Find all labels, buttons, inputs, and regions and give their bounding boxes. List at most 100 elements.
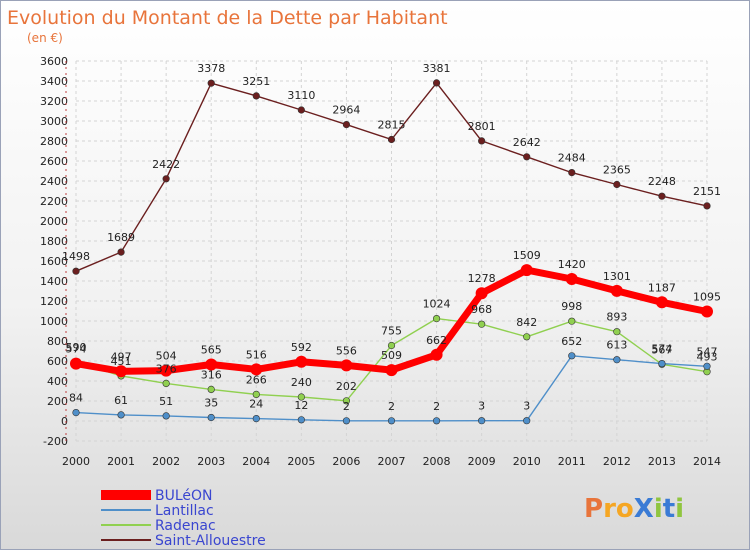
x-tick-label: 2014 bbox=[693, 455, 721, 468]
legend-label: Saint-Allouestre bbox=[155, 533, 266, 549]
legend-label: Lantillac bbox=[155, 503, 214, 519]
data-label: 3381 bbox=[423, 62, 451, 75]
brand-logo: ProXiti bbox=[584, 494, 684, 524]
data-point bbox=[252, 390, 260, 399]
data-point bbox=[72, 267, 80, 275]
data-point bbox=[565, 273, 578, 285]
data-point bbox=[655, 296, 668, 309]
data-label: 240 bbox=[291, 376, 312, 389]
data-point bbox=[701, 305, 713, 318]
y-tick-label: 0 bbox=[61, 415, 68, 428]
x-tick-label: 2013 bbox=[648, 455, 676, 468]
data-point bbox=[478, 417, 486, 425]
data-label: 592 bbox=[291, 341, 312, 354]
data-point bbox=[658, 360, 666, 368]
axes: -200 0 200 400 600 800 1000 1200 1400 1600 1800 200… bbox=[40, 55, 721, 468]
x-tick-label: 2012 bbox=[603, 455, 631, 468]
data-label: 493 bbox=[697, 351, 718, 364]
y-tick-label: 3200 bbox=[40, 95, 68, 108]
x-tick-label: 2011 bbox=[558, 455, 586, 468]
data-label: 556 bbox=[336, 344, 357, 357]
data-point bbox=[385, 364, 398, 377]
y-tick-label: 3600 bbox=[40, 55, 68, 68]
data-point bbox=[387, 417, 396, 425]
data-label: 516 bbox=[246, 348, 267, 361]
y-tick-label: 2400 bbox=[40, 175, 68, 188]
data-label: 1187 bbox=[648, 281, 676, 294]
data-label: 3251 bbox=[242, 75, 270, 88]
data-point bbox=[523, 417, 531, 425]
legend-label: Radenac bbox=[155, 518, 216, 534]
data-label: 998 bbox=[561, 300, 582, 313]
data-label: 1278 bbox=[468, 272, 496, 285]
data-point bbox=[568, 352, 576, 360]
data-label: 451 bbox=[111, 355, 132, 368]
data-point bbox=[117, 411, 125, 419]
data-label: 652 bbox=[561, 335, 582, 348]
data-point bbox=[252, 92, 260, 100]
data-point bbox=[342, 417, 351, 425]
data-point bbox=[387, 341, 396, 350]
data-label: 3110 bbox=[287, 89, 315, 102]
data-label: 2 bbox=[388, 400, 395, 413]
data-label: 2642 bbox=[513, 136, 541, 149]
y-tick-label: 1600 bbox=[40, 255, 68, 268]
x-tick-label: 2010 bbox=[513, 455, 541, 468]
y-tick-label: 2000 bbox=[40, 215, 68, 228]
y-tick-label: 2600 bbox=[40, 155, 68, 168]
data-point bbox=[387, 135, 396, 144]
data-point bbox=[162, 412, 170, 420]
data-label: 2422 bbox=[152, 158, 180, 171]
data-label: 2964 bbox=[332, 104, 360, 117]
data-point bbox=[475, 287, 488, 300]
x-tick-label: 2005 bbox=[287, 455, 315, 468]
data-point bbox=[613, 328, 621, 336]
data-point bbox=[432, 79, 441, 87]
data-label: 266 bbox=[246, 373, 267, 386]
y-tick-label: 3000 bbox=[40, 115, 68, 128]
data-point bbox=[520, 264, 533, 277]
data-point bbox=[568, 317, 576, 325]
data-label: 1301 bbox=[603, 270, 631, 283]
data-point bbox=[297, 106, 305, 114]
data-label: 2815 bbox=[378, 119, 406, 132]
data-point bbox=[430, 348, 443, 361]
data-label: 61 bbox=[114, 394, 128, 407]
data-label: 3 bbox=[478, 400, 485, 413]
data-label: 1024 bbox=[423, 298, 451, 311]
data-point bbox=[478, 137, 486, 145]
x-tick-label: 2000 bbox=[62, 455, 90, 468]
y-tick-label: 600 bbox=[47, 355, 68, 368]
brand-text: ProXiti bbox=[584, 494, 684, 524]
data-point bbox=[162, 379, 170, 388]
data-point bbox=[115, 365, 128, 378]
data-label: 2 bbox=[343, 400, 350, 413]
data-point bbox=[613, 356, 621, 364]
data-point bbox=[117, 248, 125, 256]
data-label: 547 bbox=[697, 345, 718, 358]
data-label: 376 bbox=[156, 362, 177, 375]
data-point bbox=[703, 202, 711, 210]
x-tick-label: 2007 bbox=[378, 455, 406, 468]
x-tick-label: 2009 bbox=[468, 455, 496, 468]
y-tick-label: 1400 bbox=[40, 275, 68, 288]
data-label: 3378 bbox=[197, 62, 225, 75]
x-tick-label: 2006 bbox=[332, 455, 360, 468]
data-label: 1689 bbox=[107, 231, 135, 244]
data-label: 574 bbox=[651, 343, 672, 356]
x-tick-label: 2001 bbox=[107, 455, 135, 468]
data-label: 565 bbox=[201, 344, 222, 357]
data-point bbox=[568, 169, 576, 177]
y-tick-label: 200 bbox=[47, 395, 68, 408]
y-tick-label: 1800 bbox=[40, 235, 68, 248]
data-point bbox=[613, 180, 621, 189]
data-label: 2801 bbox=[468, 120, 496, 133]
data-label: 2484 bbox=[558, 152, 586, 165]
data-point bbox=[252, 415, 260, 423]
x-tick-label: 2002 bbox=[152, 455, 180, 468]
data-label: 3 bbox=[523, 400, 530, 413]
data-label: 202 bbox=[336, 380, 357, 393]
